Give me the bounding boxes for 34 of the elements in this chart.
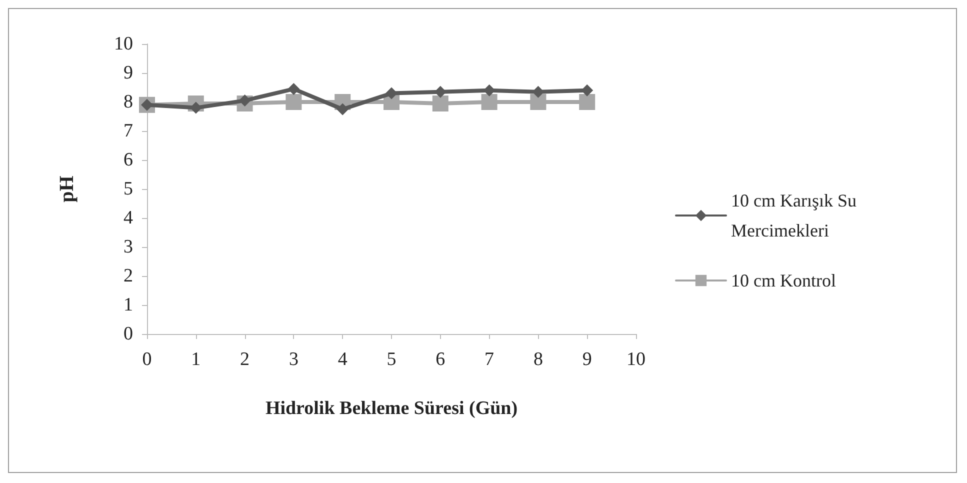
x-axis-title: Hidrolik Bekleme Süresi (Gün) (265, 398, 518, 419)
point (579, 94, 596, 110)
x-tick-label: 0 (142, 349, 152, 370)
point (481, 94, 498, 110)
point (286, 94, 302, 110)
x-tick-label: 6 (436, 349, 446, 370)
x-tick-label: 9 (582, 349, 592, 370)
y-axis-title: pH (56, 175, 78, 202)
legend-label: 10 cm Kontrol (731, 270, 836, 290)
y-tick-label: 7 (124, 120, 133, 142)
y-tick-label: 5 (124, 178, 133, 200)
x-tick-label: 10 (626, 349, 646, 370)
y-tick-label: 6 (124, 150, 133, 170)
x-tick-label: 7 (484, 349, 494, 370)
y-tick-label: 2 (124, 266, 133, 286)
y-tick-label: 9 (124, 62, 133, 84)
legend-label: 10 cm Karışık Su Mercimekleri (731, 190, 861, 240)
y-tick-label: 0 (124, 324, 133, 344)
y-tick-label: 10 (114, 34, 133, 54)
y-tick-label: 8 (124, 92, 133, 112)
point (386, 87, 398, 100)
point (336, 103, 349, 116)
x-tick-label: 2 (240, 349, 250, 370)
x-tick-label: 3 (288, 349, 298, 370)
x-tick-label: 8 (533, 349, 543, 370)
x-tick-label: 1 (191, 349, 201, 370)
y-tick-label: 1 (124, 294, 133, 316)
point (288, 82, 300, 95)
point (530, 94, 546, 110)
x-tick-label: 4 (338, 349, 348, 370)
point (432, 95, 448, 112)
y-tick-label: 4 (124, 208, 134, 228)
y-tick-label: 3 (124, 236, 133, 258)
x-tick-label: 5 (386, 349, 396, 370)
